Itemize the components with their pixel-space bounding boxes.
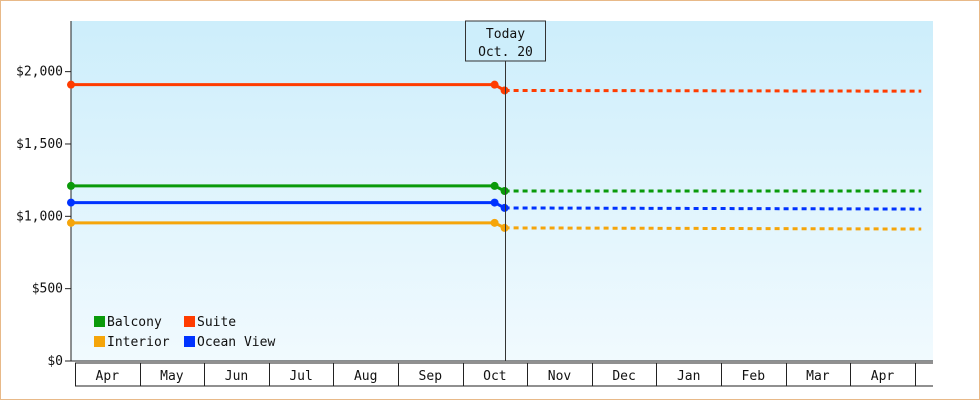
x-tick-label: Jan <box>677 369 700 384</box>
history-start-point <box>67 181 75 190</box>
legend-swatch <box>184 336 195 347</box>
history-start-point <box>67 80 75 89</box>
history-start-point <box>67 218 75 227</box>
y-tick-label: $1,500 <box>16 137 63 152</box>
legend-swatch <box>184 316 195 327</box>
legend-swatch <box>94 336 105 347</box>
x-tick-label: Apr <box>96 369 120 384</box>
y-tick-label: $500 <box>32 282 63 297</box>
today-label: Today <box>486 27 525 42</box>
y-tick-label: $1,000 <box>16 209 63 224</box>
x-tick-label: Dec <box>612 369 635 384</box>
legend-label: Balcony <box>107 315 162 330</box>
forecast-line <box>504 226 922 231</box>
x-tick-label: Aug <box>354 369 377 384</box>
x-tick-label: May <box>160 369 184 384</box>
legend-label: Interior <box>107 335 170 350</box>
legend-label: Suite <box>197 315 236 330</box>
y-tick-label: $0 <box>47 354 63 369</box>
x-tick-label: Feb <box>742 369 766 384</box>
history-start-point <box>67 198 75 207</box>
x-tick-label: Jul <box>289 369 312 384</box>
x-tick-label: Mar <box>806 369 830 384</box>
forecast-line <box>504 88 922 93</box>
today-date: Oct. 20 <box>478 45 533 60</box>
legend-swatch <box>94 316 105 327</box>
x-tick-label: Nov <box>548 369 572 384</box>
y-tick-label: $2,000 <box>16 65 63 80</box>
legend-label: Ocean View <box>197 335 275 350</box>
today-box <box>465 20 546 62</box>
x-tick-label: Apr <box>871 369 895 384</box>
x-tick-label: Jun <box>225 369 248 384</box>
x-tick-label: Sep <box>419 369 443 384</box>
x-tick-label: Oct <box>483 369 506 384</box>
forecast-line <box>504 206 922 211</box>
